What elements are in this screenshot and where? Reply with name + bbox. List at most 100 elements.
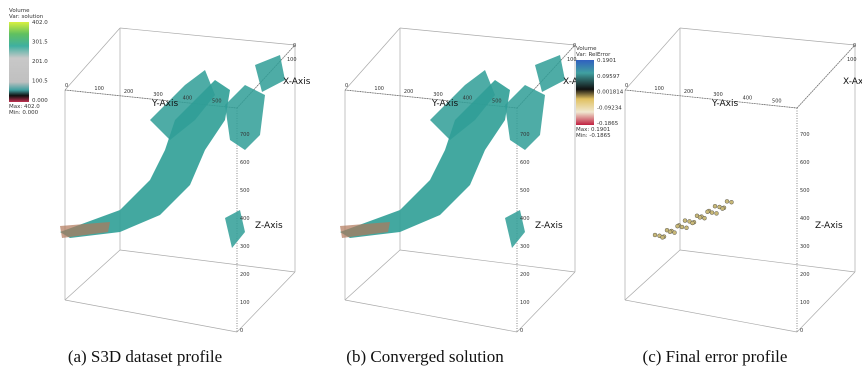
error-speck <box>730 200 734 204</box>
y-axis-label: Y-Axis <box>431 99 458 109</box>
y-tick-label: 100 <box>654 86 664 92</box>
box-edge <box>120 28 295 45</box>
legend-tick: -0.09234 <box>597 105 622 111</box>
x-axis-label: X-Axis <box>843 77 862 87</box>
z-tick-label: 100 <box>240 300 250 306</box>
legend-tick: 100.5 <box>32 79 48 85</box>
legend-tick: 402.0 <box>32 20 48 26</box>
y-tick-label: 300 <box>153 92 163 98</box>
z-tick-label: 400 <box>520 216 530 222</box>
volume-blob <box>535 55 565 92</box>
box-edge <box>680 250 855 272</box>
z-tick-label: 400 <box>800 216 810 222</box>
x-axis-label: X-Axis <box>283 77 311 87</box>
z-tick-label: 700 <box>800 132 810 138</box>
error-speck <box>673 231 677 235</box>
box-edge <box>345 250 400 300</box>
z-tick-label: 200 <box>240 272 250 278</box>
y-tick-label: 500 <box>772 98 782 104</box>
z-tick-label: 100 <box>520 300 530 306</box>
z-axis-label: Z-Axis <box>535 221 563 231</box>
caption: (a) S3D dataset profile <box>68 347 222 366</box>
z-tick-label: 300 <box>520 244 530 250</box>
caption: (b) Converged solution <box>346 347 504 366</box>
y-tick-label: 400 <box>183 95 193 101</box>
z-tick-label: 700 <box>520 132 530 138</box>
box-edge <box>680 28 855 45</box>
figure: 0 100 200 300 400 500 0 100 200 300 400 500 600 700 0 1… <box>0 0 862 376</box>
z-tick-label: 300 <box>800 244 810 250</box>
error-speck <box>691 221 695 225</box>
box-edge <box>345 300 517 332</box>
error-speck <box>706 210 710 214</box>
y-tick-label: 300 <box>433 92 443 98</box>
legend-tick: 301.5 <box>32 40 48 46</box>
legend-tick: 0.1901 <box>597 58 616 64</box>
error-speck <box>668 230 672 234</box>
panel: 0100200300400500010020030040050060070001… <box>340 28 624 366</box>
y-tick-label: 400 <box>463 95 473 101</box>
z-tick-label: 600 <box>240 160 250 166</box>
y-axis-label: Y-Axis <box>711 99 738 109</box>
z-tick-label: 200 <box>520 272 530 278</box>
error-speck <box>683 219 687 223</box>
volume-blob <box>255 55 285 92</box>
legend-tick: 0.09597 <box>597 74 620 80</box>
y-tick-label: 200 <box>404 89 414 95</box>
panel: 0100200300400500010020030040050060070001… <box>625 28 862 366</box>
x-tick-label: 0 <box>293 43 296 49</box>
error-speck <box>653 233 657 237</box>
error-speck <box>661 235 665 239</box>
z-tick-label: 400 <box>240 216 250 222</box>
legend-tick: 0.001814 <box>597 90 624 96</box>
box-edge <box>625 250 680 300</box>
volume-blob <box>505 85 545 150</box>
y-tick-label: 500 <box>492 98 502 104</box>
legend-min: Min: 0.000 <box>9 110 39 116</box>
y-tick-label: 200 <box>684 89 694 95</box>
x-tick-label: 100 <box>847 57 857 63</box>
z-tick-label: 700 <box>240 132 250 138</box>
error-speck <box>715 211 719 215</box>
y-tick-label: 500 <box>212 98 222 104</box>
panel: 0100200300400500010020030040050060070001… <box>9 8 311 366</box>
y-tick-label: 0 <box>625 83 628 89</box>
y-tick-label: 100 <box>374 86 384 92</box>
z-tick-label: 0 <box>240 328 243 334</box>
z-tick-label: 100 <box>800 300 810 306</box>
box-edge <box>400 28 575 45</box>
error-speck <box>721 207 725 211</box>
error-speck <box>703 216 707 220</box>
z-tick-label: 200 <box>800 272 810 278</box>
box-edge <box>65 28 120 90</box>
x-tick-label: 100 <box>287 57 297 63</box>
y-tick-label: 300 <box>713 92 723 98</box>
box-edge <box>65 300 237 332</box>
z-tick-label: 300 <box>240 244 250 250</box>
y-tick-label: 200 <box>124 89 134 95</box>
z-tick-label: 600 <box>800 160 810 166</box>
error-speck <box>713 204 717 208</box>
box-edge <box>625 300 797 332</box>
color-bar <box>576 60 594 125</box>
error-speck <box>710 211 714 215</box>
box-edge <box>345 28 400 90</box>
error-speck <box>698 215 702 219</box>
box-edge <box>120 250 295 272</box>
legend-tick: 201.0 <box>32 59 48 65</box>
z-axis-label: Z-Axis <box>255 221 283 231</box>
error-speck <box>676 224 680 228</box>
y-tick-label: 100 <box>94 86 104 92</box>
error-speck <box>725 199 729 203</box>
z-tick-label: 0 <box>800 328 803 334</box>
y-tick-label: 0 <box>345 83 348 89</box>
z-tick-label: 0 <box>520 328 523 334</box>
y-tick-label: 400 <box>743 95 753 101</box>
y-axis-label: Y-Axis <box>151 99 178 109</box>
caption: (c) Final error profile <box>643 347 788 366</box>
box-edge <box>65 250 120 300</box>
z-tick-label: 500 <box>240 188 250 194</box>
z-tick-label: 500 <box>800 188 810 194</box>
box-edge <box>400 250 575 272</box>
z-tick-label: 500 <box>520 188 530 194</box>
